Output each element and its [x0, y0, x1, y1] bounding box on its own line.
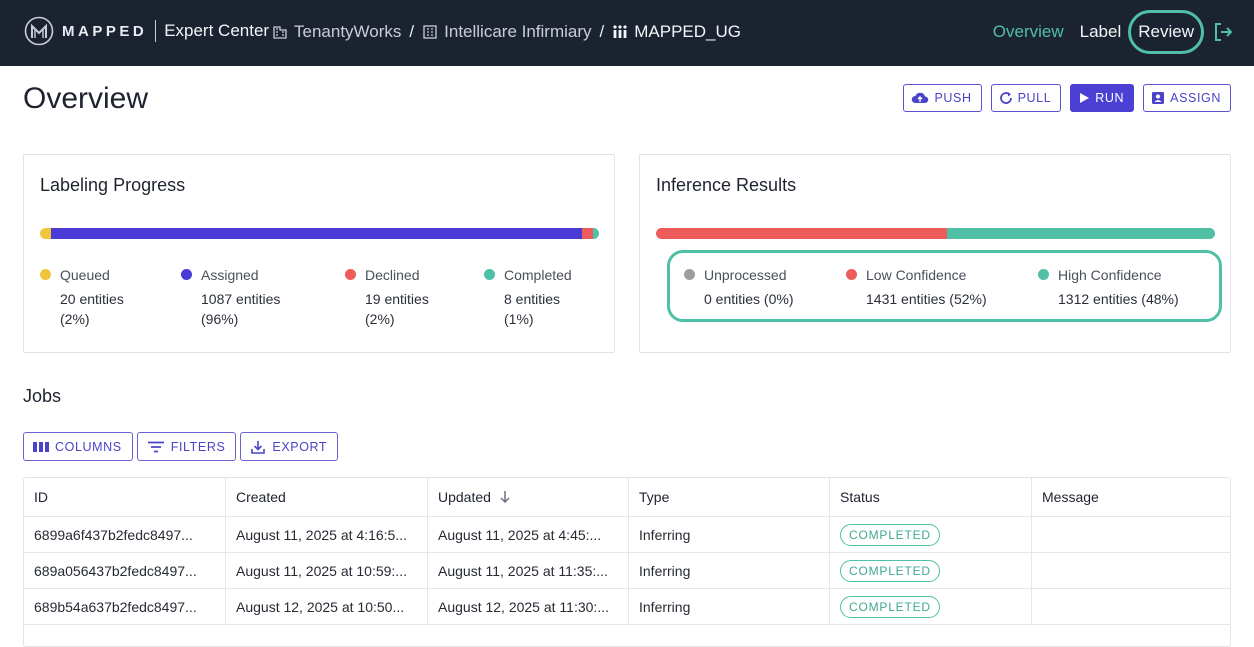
- play-icon: [1080, 93, 1090, 103]
- column-header-type[interactable]: Type: [629, 478, 830, 516]
- assign-user-icon: [1152, 92, 1165, 104]
- jobs-title: Jobs: [23, 386, 62, 406]
- bar-segment-assigned: [51, 228, 583, 239]
- nav-overview[interactable]: Overview: [992, 22, 1064, 41]
- cell-status: COMPLETED: [830, 553, 1032, 588]
- column-header-status[interactable]: Status: [830, 478, 1032, 516]
- logout-icon: [1215, 23, 1233, 41]
- breadcrumb-separator: /: [409, 22, 415, 41]
- legend-unprocessed: Unprocessed 0 entities (0%): [684, 265, 793, 309]
- column-header-message[interactable]: Message: [1042, 489, 1099, 505]
- cell-status: COMPLETED: [830, 589, 1032, 624]
- cell-status: COMPLETED: [830, 517, 1032, 552]
- office-building-icon: [423, 25, 437, 39]
- table-header-row: ID Created Updated Type Status Message: [24, 478, 1230, 517]
- cell-message: [1032, 517, 1230, 552]
- bar-segment-low-confidence: [656, 228, 947, 239]
- columns-icon: [33, 441, 49, 452]
- export-button[interactable]: EXPORT: [240, 432, 339, 461]
- cell-message: [1032, 589, 1230, 624]
- push-button[interactable]: PUSH: [903, 84, 982, 112]
- legend-queued: Queued 20 entities (2%): [40, 265, 124, 329]
- inference-results-title: Inference Results: [656, 175, 797, 195]
- status-dot-icon: [846, 269, 857, 280]
- bar-segment-queued: [40, 228, 52, 239]
- table-row[interactable]: 6899a6f437b2fedc8497... August 11, 2025 …: [24, 517, 1230, 553]
- columns-button[interactable]: COLUMNS: [23, 432, 133, 461]
- page-title: Overview: [23, 82, 149, 115]
- status-dot-icon: [345, 269, 356, 280]
- status-dot-icon: [40, 269, 51, 280]
- cell-updated: August 11, 2025 at 11:35:...: [428, 553, 629, 588]
- filter-icon: [147, 441, 164, 452]
- legend-high-confidence: High Confidence 1312 entities (48%): [1038, 265, 1179, 309]
- column-header-id[interactable]: ID: [24, 478, 226, 516]
- breadcrumb-item-site[interactable]: Intellicare Infirmiary: [422, 22, 592, 42]
- cell-id: 689b54a637b2fedc8497...: [24, 589, 226, 624]
- download-icon: [251, 440, 266, 454]
- table-row[interactable]: 689a056437b2fedc8497... August 11, 2025 …: [24, 553, 1230, 589]
- cell-created: August 12, 2025 at 10:50...: [226, 589, 428, 624]
- status-badge: COMPLETED: [840, 559, 940, 582]
- labeling-progress-title: Labeling Progress: [40, 175, 186, 195]
- cloud-upload-icon: [912, 92, 929, 103]
- cell-type: Inferring: [629, 517, 830, 552]
- logout-button[interactable]: [1212, 21, 1234, 43]
- status-dot-icon: [181, 269, 192, 280]
- run-button[interactable]: RUN: [1070, 84, 1135, 112]
- inference-results-card: Inference Results Unprocessed 0 entities…: [639, 154, 1231, 353]
- app-name: Expert Center: [164, 21, 270, 40]
- sort-descending-icon[interactable]: [499, 490, 511, 504]
- cell-created: August 11, 2025 at 10:59:...: [226, 553, 428, 588]
- status-badge: COMPLETED: [840, 523, 940, 546]
- breadcrumb-separator: /: [599, 22, 605, 41]
- legend-completed: Completed 8 entities (1%): [484, 265, 572, 329]
- column-header-updated[interactable]: Updated: [428, 478, 629, 516]
- legend-low-confidence: Low Confidence 1431 entities (52%): [846, 265, 987, 309]
- nav-label[interactable]: Label: [1079, 22, 1122, 41]
- cell-updated: August 12, 2025 at 11:30:...: [428, 589, 629, 624]
- refresh-icon: [999, 92, 1012, 104]
- pull-button[interactable]: PULL: [990, 84, 1062, 112]
- logo-divider: [155, 20, 157, 42]
- table-row[interactable]: 689b54a637b2fedc8497... August 12, 2025 …: [24, 589, 1230, 625]
- filters-button[interactable]: FILTERS: [136, 432, 237, 461]
- assign-button[interactable]: ASSIGN: [1143, 84, 1231, 112]
- bar-segment-completed: [593, 228, 599, 239]
- jobs-toolbar: COLUMNS FILTERS EXPORT: [23, 432, 339, 461]
- legend-assigned: Assigned 1087 entities (96%): [181, 265, 280, 329]
- top-navigation-bar: MAPPED Expert Center TenantyWorks / Inte…: [0, 0, 1254, 66]
- status-dot-icon: [684, 269, 695, 280]
- status-dot-icon: [484, 269, 495, 280]
- nav-review[interactable]: Review: [1128, 10, 1204, 54]
- breadcrumb-item-tenant[interactable]: TenantyWorks: [272, 22, 401, 42]
- grid-dots-icon: [613, 25, 627, 38]
- breadcrumb: TenantyWorks / Intellicare Infirmiary / …: [272, 22, 741, 42]
- highlight-outline: [667, 250, 1222, 322]
- jobs-table: ID Created Updated Type Status Message 6…: [23, 477, 1231, 647]
- status-badge: COMPLETED: [840, 595, 940, 618]
- cell-id: 689a056437b2fedc8497...: [24, 553, 226, 588]
- cell-updated: August 11, 2025 at 4:45:...: [428, 517, 629, 552]
- labeling-progress-bar: [40, 228, 599, 239]
- bar-segment-high-confidence: [946, 228, 1215, 239]
- status-dot-icon: [1038, 269, 1049, 280]
- cell-created: August 11, 2025 at 4:16:5...: [226, 517, 428, 552]
- labeling-progress-card: Labeling Progress Queued 20 entities (2%…: [23, 154, 615, 353]
- column-header-created[interactable]: Created: [226, 478, 428, 516]
- building-icon: [273, 26, 287, 39]
- inference-results-bar: [656, 228, 1215, 239]
- brand[interactable]: MAPPED Expert Center: [24, 16, 269, 46]
- cell-id: 6899a6f437b2fedc8497...: [24, 517, 226, 552]
- legend-declined: Declined 19 entities (2%): [345, 265, 429, 329]
- main-nav: Overview Label Review: [988, 10, 1234, 54]
- bar-segment-declined: [582, 228, 594, 239]
- mapped-logo-icon: [24, 16, 54, 46]
- cell-type: Inferring: [629, 589, 830, 624]
- breadcrumb-item-building[interactable]: MAPPED_UG: [612, 22, 741, 42]
- header-actions: PUSH PULL RUN ASSIGN: [903, 84, 1231, 112]
- logo-wordmark: MAPPED: [62, 22, 148, 40]
- cell-message: [1032, 553, 1230, 588]
- cell-type: Inferring: [629, 553, 830, 588]
